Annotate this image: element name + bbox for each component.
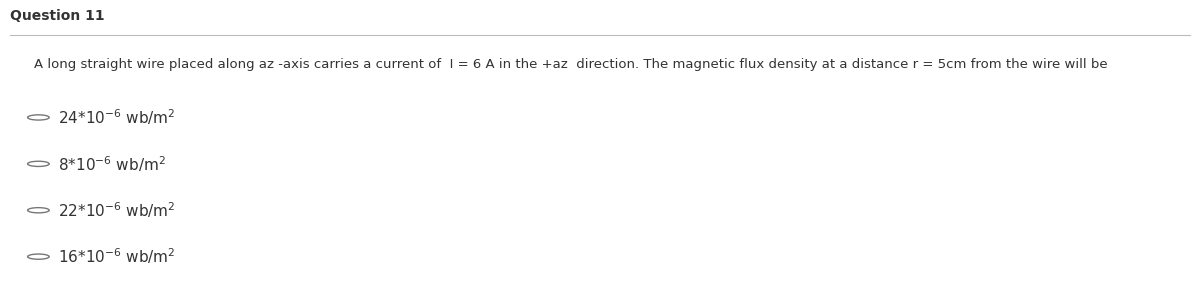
Text: 8*10$^{-6}$ wb/m$^{2}$: 8*10$^{-6}$ wb/m$^{2}$ — [58, 154, 166, 174]
Text: Question 11: Question 11 — [10, 9, 104, 23]
Text: 22*10$^{-6}$ wb/m$^{2}$: 22*10$^{-6}$ wb/m$^{2}$ — [58, 200, 175, 220]
Text: 24*10$^{-6}$ wb/m$^{2}$: 24*10$^{-6}$ wb/m$^{2}$ — [58, 108, 175, 127]
Text: A long straight wire placed along az -axis carries a current of  I = 6 A in the : A long straight wire placed along az -ax… — [34, 58, 1108, 71]
Text: 16*10$^{-6}$ wb/m$^{2}$: 16*10$^{-6}$ wb/m$^{2}$ — [58, 247, 175, 267]
